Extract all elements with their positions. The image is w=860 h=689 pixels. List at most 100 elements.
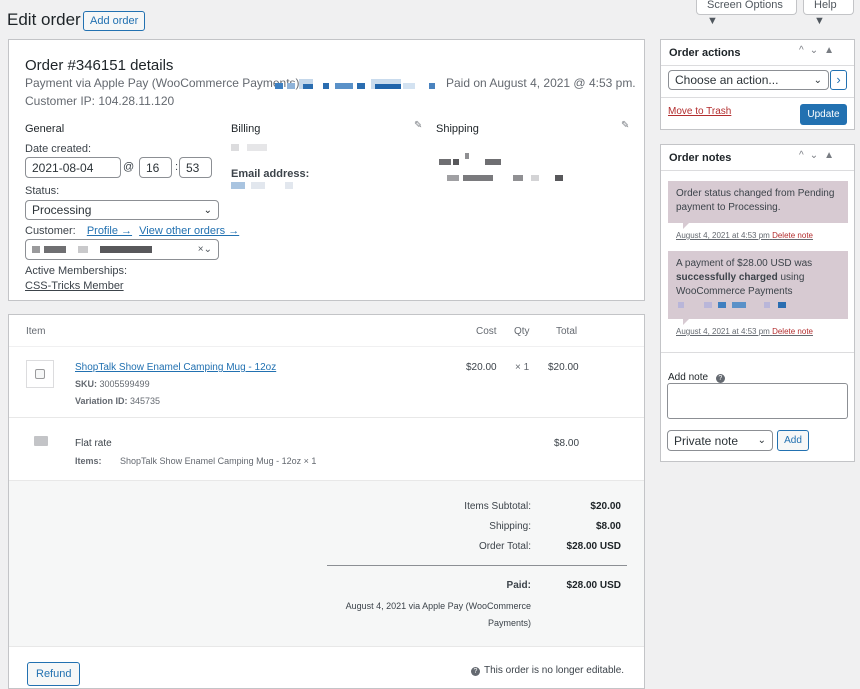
customer-line: Customer: Profile → View other orders →: [25, 225, 239, 237]
order-heading: Order #346151 details: [25, 57, 174, 74]
chevron-down-icon: ⌄: [757, 435, 766, 446]
order-notes-title: Order notes: [669, 152, 732, 164]
product-cost: $20.00: [466, 362, 497, 373]
order-total-row: Order Total: $28.00 USD: [331, 541, 621, 552]
update-button[interactable]: Update: [800, 104, 847, 125]
customer-select[interactable]: ×⌄: [25, 239, 219, 260]
apply-action-button[interactable]: ›: [830, 70, 847, 90]
note-2-tail: [683, 319, 689, 325]
help-icon: ?: [715, 374, 725, 383]
redacted-transaction: [676, 301, 840, 309]
screen-options-button[interactable]: Screen Options ▼: [696, 0, 797, 27]
variation-label: Variation ID:: [75, 396, 128, 406]
panel-controls[interactable]: ^⌄▲: [799, 45, 840, 56]
profile-link[interactable]: Profile →: [86, 225, 133, 237]
colon-separator: :: [175, 161, 179, 173]
shipping-total-value: $8.00: [595, 521, 621, 532]
customer-ip: Customer IP: 104.28.11.120: [25, 94, 175, 108]
minute-input[interactable]: 53: [179, 157, 212, 178]
order-total-label: Order Total:: [478, 541, 531, 552]
membership-link[interactable]: CSS-Tricks Member: [25, 280, 124, 292]
paid-on-text: Paid on August 4, 2021 @ 4:53 pm.: [446, 76, 636, 90]
hour-input[interactable]: 16: [139, 157, 172, 178]
note-type-select[interactable]: Private note ⌄: [667, 430, 773, 451]
product-total: $20.00: [548, 362, 579, 373]
product-row: ShopTalk Show Enamel Camping Mug - 12oz …: [9, 347, 644, 418]
product-sku: SKU: 3005599499: [75, 379, 150, 389]
payment-method-text: Payment via Apple Pay (WooCommerce Payme…: [25, 76, 300, 90]
add-note-button[interactable]: Add: [777, 430, 809, 451]
truck-icon: [34, 436, 48, 446]
product-thumbnail[interactable]: [26, 360, 54, 388]
order-note-1-text: Order status changed from Pending paymen…: [676, 188, 835, 213]
refund-button[interactable]: Refund: [27, 662, 81, 686]
not-editable-notice: ? This order is no longer editable.: [471, 665, 624, 676]
header-qty: Qty: [514, 326, 530, 337]
order-total-value: $28.00 USD: [566, 541, 621, 552]
subtotal-value: $20.00: [590, 501, 621, 512]
product-name-link[interactable]: ShopTalk Show Enamel Camping Mug - 12oz: [75, 362, 277, 373]
add-note-divider: [661, 352, 854, 353]
order-note-2-meta: August 4, 2021 at 4:53 pm Delete note: [676, 327, 813, 336]
order-note-1-meta: August 4, 2021 at 4:53 pm Delete note: [676, 231, 813, 240]
subtotal-label: Items Subtotal:: [464, 501, 531, 512]
delete-note-2-link[interactable]: Delete note: [772, 327, 813, 336]
panel-divider: [661, 97, 854, 98]
shipping-items-label: Items:: [75, 456, 102, 466]
general-heading: General: [25, 123, 65, 135]
paid-row: Paid: $28.00 USD: [331, 580, 621, 591]
shipping-method-name: Flat rate: [75, 438, 112, 449]
note-1-tail: [683, 223, 689, 229]
totals-section: Items Subtotal: $20.00 Shipping: $8.00 O…: [9, 481, 644, 647]
order-action-select[interactable]: Choose an action... ⌄: [668, 70, 829, 90]
move-to-trash-link[interactable]: Move to Trash: [668, 106, 732, 117]
payment-line: Payment via Apple Pay (WooCommerce Payme…: [25, 76, 300, 90]
chevron-down-icon: ⌄: [203, 204, 212, 216]
order-items-panel: Item Cost Qty Total ShopTalk Show Enamel…: [8, 314, 645, 689]
order-note-2-line-3: WooCommerce Payments: [676, 286, 793, 297]
order-notes-panel: Order notes ^⌄▲ Order status changed fro…: [660, 144, 855, 462]
shipping-heading: Shipping: [436, 123, 479, 135]
notes-panel-controls[interactable]: ^⌄▲: [799, 150, 840, 161]
billing-heading: Billing: [231, 123, 261, 135]
order-note-2-date: August 4, 2021 at 4:53 pm: [676, 327, 770, 336]
paid-label: Paid:: [506, 580, 531, 591]
order-note-2-line-2: successfully charged using: [676, 271, 840, 285]
header-total: Total: [556, 326, 578, 337]
clear-and-chevron-icon[interactable]: ×⌄: [197, 244, 212, 255]
notes-header-divider: [661, 170, 854, 171]
product-variation: Variation ID: 345735: [75, 396, 160, 406]
help-icon: ?: [471, 667, 480, 676]
date-created-input[interactable]: 2021-08-04: [25, 157, 121, 178]
redacted-billing-address-2: [247, 144, 267, 151]
page-title: Edit order: [7, 10, 81, 29]
add-order-button[interactable]: Add order: [83, 11, 146, 31]
redacted-billing-address: [231, 144, 239, 151]
redacted-email-3: [285, 182, 293, 189]
status-select[interactable]: Processing ⌄: [25, 200, 219, 220]
status-value: Processing: [32, 203, 92, 217]
not-editable-text: This order is no longer editable.: [484, 665, 625, 676]
redacted-shipping-address: [439, 151, 579, 181]
help-button[interactable]: Help ▼: [803, 0, 854, 27]
variation-value: 345735: [130, 396, 161, 406]
at-separator: @: [123, 161, 135, 173]
order-details-panel: Order #346151 details Payment via Apple …: [8, 39, 645, 301]
shipping-total: $8.00: [554, 438, 580, 449]
edit-shipping-icon[interactable]: ✎: [621, 120, 630, 131]
shipping-total-label: Shipping:: [489, 521, 531, 532]
view-other-orders-link[interactable]: View other orders →: [139, 225, 240, 237]
paid-note-line-2: Payments): [487, 618, 531, 628]
items-header-row: Item Cost Qty Total: [9, 315, 644, 347]
panel-header-divider: [661, 65, 854, 66]
order-note-2: A payment of $28.00 USD was successfully…: [668, 251, 848, 319]
add-note-label-row: Add note ?: [668, 372, 725, 383]
edit-billing-icon[interactable]: ✎: [414, 120, 423, 131]
redacted-email-2: [251, 182, 265, 189]
subtotal-row: Items Subtotal: $20.00: [331, 501, 621, 512]
email-address-label: Email address:: [231, 168, 310, 180]
customer-label: Customer:: [25, 225, 76, 237]
delete-note-1-link[interactable]: Delete note: [772, 231, 813, 240]
add-note-textarea[interactable]: [667, 383, 848, 419]
totals-divider: [327, 565, 627, 566]
